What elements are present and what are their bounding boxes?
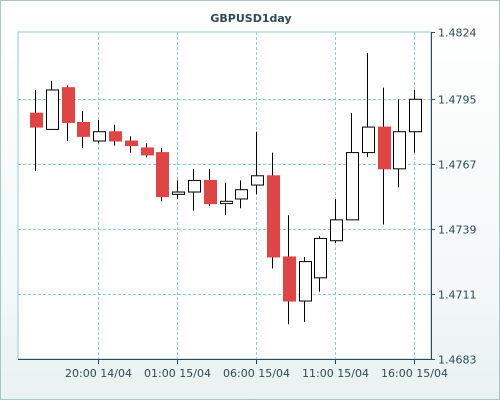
bullish-candle-body xyxy=(393,131,406,170)
bearish-candle-body xyxy=(125,140,138,147)
bullish-candle-body xyxy=(346,152,359,221)
bearish-candle-body xyxy=(109,131,122,142)
bullish-candle-body xyxy=(299,261,312,302)
bullish-candle-body xyxy=(93,131,106,142)
candle xyxy=(220,182,233,216)
x-tick-label: 06:00 15/04 xyxy=(223,367,290,380)
x-tick-label: 20:00 14/04 xyxy=(65,367,132,380)
bearish-candle-body xyxy=(62,87,75,123)
bullish-candle-body xyxy=(46,89,59,130)
bearish-candle-body xyxy=(30,112,43,128)
y-tick-label: 1.4739 xyxy=(438,224,477,237)
candle xyxy=(235,180,248,209)
bearish-candle-body xyxy=(378,126,391,170)
x-tick-label: 11:00 15/04 xyxy=(302,367,369,380)
candle xyxy=(30,89,43,172)
candle xyxy=(393,99,406,188)
candle xyxy=(93,120,106,144)
candle xyxy=(204,168,217,206)
chart-title: GBPUSD1day xyxy=(210,12,291,25)
candle xyxy=(409,89,422,153)
bearish-candle-body xyxy=(141,147,154,156)
candle xyxy=(156,147,169,202)
bearish-candle-body xyxy=(156,152,169,198)
candle xyxy=(283,215,296,325)
candle xyxy=(172,180,185,199)
axes xyxy=(18,32,432,360)
candles xyxy=(30,52,422,325)
y-tick-label: 1.4824 xyxy=(438,27,477,40)
candle xyxy=(109,124,122,146)
bullish-candle-body xyxy=(362,126,375,154)
candle xyxy=(378,87,391,225)
candle xyxy=(299,256,312,322)
bearish-candle-body xyxy=(77,121,90,137)
candle xyxy=(188,168,201,211)
candle xyxy=(267,152,280,269)
bullish-candle-body xyxy=(251,175,264,186)
grid-lines xyxy=(18,32,431,359)
bearish-candle-body xyxy=(283,256,296,302)
candle xyxy=(46,80,59,130)
bearish-candle-body xyxy=(267,175,280,258)
bullish-candle-body xyxy=(409,98,422,133)
x-axis-ticks: 20:00 14/04 01:00 15/04 06:00 15/04 11:00 1… xyxy=(65,359,448,380)
x-tick-label: 01:00 15/04 xyxy=(144,367,211,380)
bullish-candle-body xyxy=(314,237,327,279)
plot-area xyxy=(17,31,432,360)
y-axis-ticks: 1.4824 1.4795 1.4767 1.4739 1.4711 1.4683 xyxy=(431,27,477,367)
bullish-candle-body xyxy=(330,219,343,242)
bullish-candle-body xyxy=(188,179,201,193)
candle xyxy=(314,236,327,292)
bullish-candle-body xyxy=(220,200,233,205)
y-tick-label: 1.4795 xyxy=(438,94,477,107)
candle xyxy=(125,136,138,153)
y-tick-label: 1.4683 xyxy=(438,354,477,367)
candle xyxy=(330,198,343,244)
candle xyxy=(62,85,75,141)
bullish-candle-body xyxy=(235,189,248,200)
candle xyxy=(346,113,359,221)
candle xyxy=(251,131,264,195)
candle xyxy=(77,110,90,148)
candle xyxy=(362,52,375,158)
y-tick-label: 1.4711 xyxy=(438,289,477,302)
x-tick-label: 16:00 15/04 xyxy=(381,367,448,380)
bullish-candle-body xyxy=(172,191,185,195)
candle xyxy=(141,143,154,158)
y-tick-label: 1.4767 xyxy=(438,159,477,172)
bearish-candle-body xyxy=(204,179,217,205)
